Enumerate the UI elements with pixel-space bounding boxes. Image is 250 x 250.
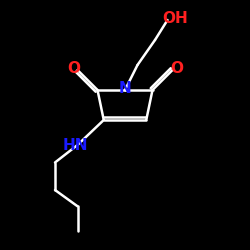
Text: O: O: [170, 61, 183, 76]
Text: O: O: [67, 61, 80, 76]
Text: OH: OH: [162, 11, 188, 26]
Text: N: N: [119, 81, 132, 96]
Text: HN: HN: [62, 138, 88, 152]
